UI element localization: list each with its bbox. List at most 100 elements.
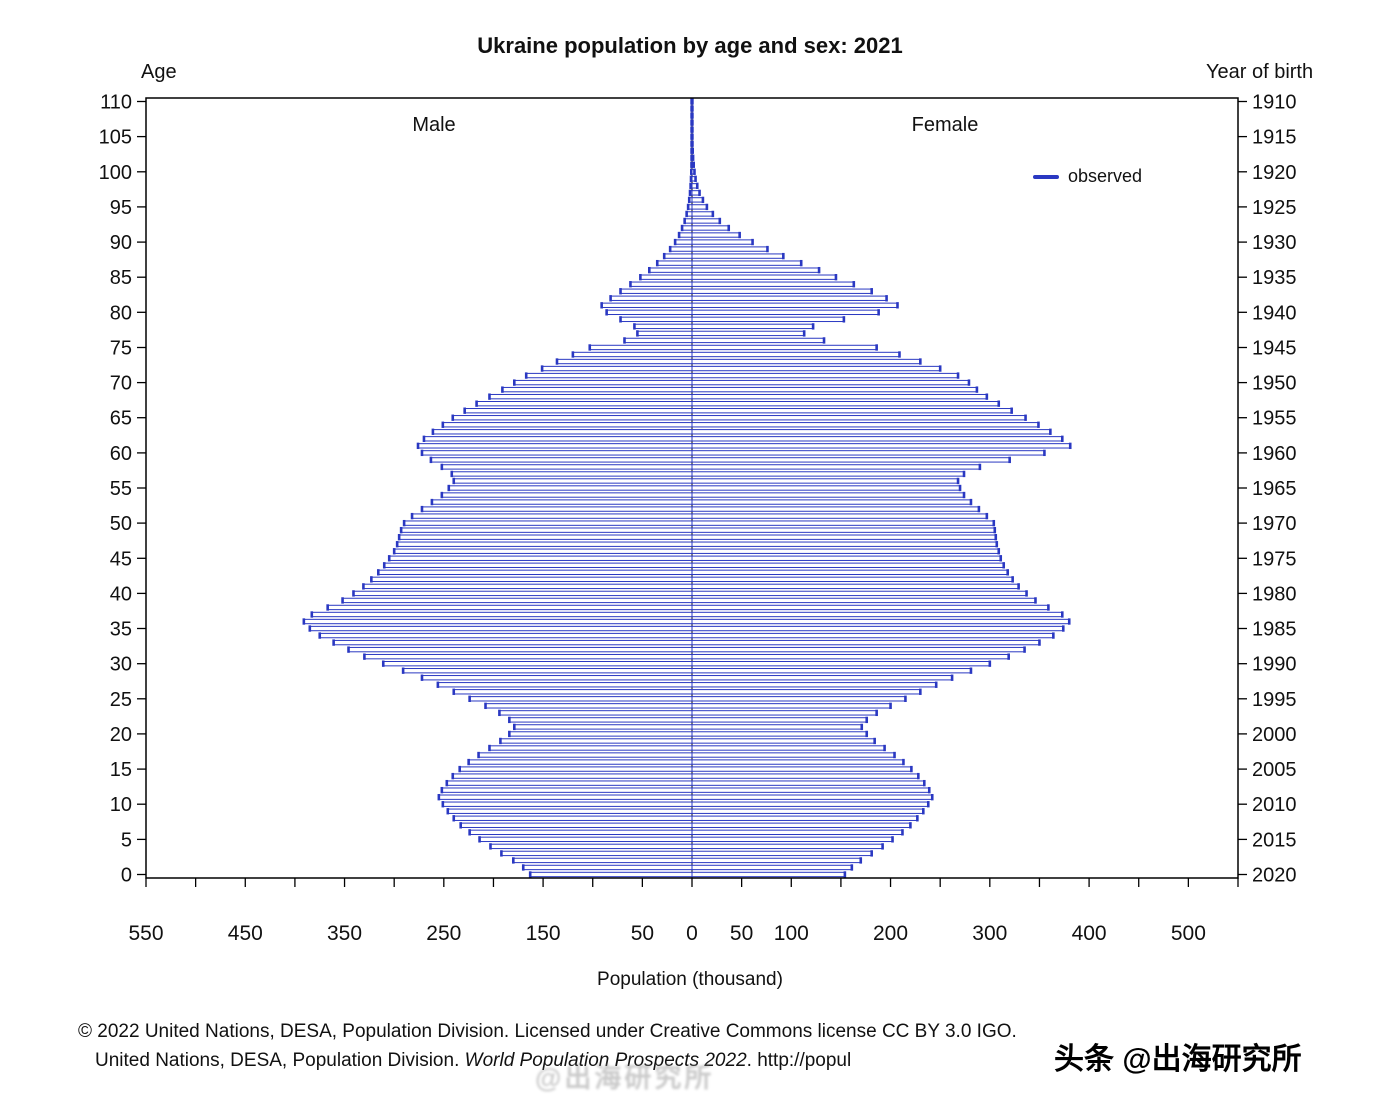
bar-male-age-46 (393, 548, 693, 554)
bar-female-age-79 (691, 316, 845, 323)
bar-male-age-76 (623, 337, 693, 344)
bar-female-age-3 (691, 850, 873, 857)
bar-male-age-74 (572, 351, 693, 358)
bar-male-age-19 (499, 738, 693, 744)
bar-female-age-58 (691, 464, 981, 470)
x-tick-label: 250 (426, 922, 461, 945)
bar-male-age-7 (460, 822, 693, 828)
bar-female-age-83 (691, 288, 873, 294)
age-tick-label: 75 (110, 338, 132, 360)
bar-female-age-77 (691, 330, 805, 337)
bar-male-age-11 (438, 794, 693, 800)
age-tick-label: 95 (110, 197, 132, 219)
bar-female-age-91 (691, 232, 741, 238)
bar-female-age-85 (691, 274, 837, 280)
bar-male-age-1 (522, 864, 693, 871)
bar-female-age-67 (691, 401, 1000, 407)
bar-male-age-18 (488, 745, 693, 751)
bar-male-age-85 (639, 274, 693, 280)
bar-female-age-38 (691, 604, 1049, 611)
bar-male-age-52 (421, 506, 693, 512)
bar-male-age-31 (363, 653, 693, 660)
bar-male-age-82 (610, 295, 693, 301)
bar-female-age-18 (691, 745, 886, 751)
bar-male-age-14 (452, 773, 693, 779)
bar-male-age-43 (377, 569, 693, 576)
bar-female-age-20 (691, 731, 868, 737)
bar-male-age-79 (620, 316, 693, 323)
bar-male-age-61 (417, 443, 693, 449)
bar-male-age-69 (501, 386, 693, 393)
year-tick-label: 2005 (1252, 759, 1297, 781)
bar-male-age-78 (633, 323, 693, 330)
bar-female-age-82 (691, 295, 888, 301)
bar-male-age-22 (508, 717, 693, 723)
age-tick-label: 85 (110, 267, 132, 289)
bar-female-age-44 (691, 562, 1005, 568)
bar-male-age-4 (489, 843, 693, 850)
bar-female-age-23 (691, 710, 878, 716)
bar-male-age-87 (656, 260, 693, 266)
bar-female-age-45 (691, 555, 1002, 561)
chart-title: Ukraine population by age and sex: 2021 (477, 33, 903, 58)
bar-female-age-56 (691, 478, 959, 484)
legend-observed-label: observed (1068, 166, 1143, 186)
bar-female-age-30 (691, 661, 991, 667)
bar-male-age-83 (620, 288, 693, 294)
bar-male-age-84 (629, 281, 693, 287)
age-tick-label: 30 (110, 654, 132, 676)
bar-male-age-58 (441, 464, 693, 470)
age-tick-label: 20 (110, 724, 132, 746)
copyright-line: © 2022 United Nations, DESA, Population … (78, 1021, 1017, 1042)
bar-female-age-69 (691, 386, 978, 393)
bar-male-age-62 (423, 436, 693, 442)
bar-male-age-21 (513, 724, 693, 730)
bar-male-age-80 (606, 309, 693, 316)
bar-female-age-41 (691, 583, 1020, 590)
bar-male-age-29 (402, 668, 693, 674)
bar-male-age-65 (452, 415, 693, 421)
bar-female-age-2 (691, 857, 862, 864)
bar-female-age-94 (691, 211, 714, 217)
bar-female-age-49 (691, 527, 996, 533)
age-tick-label: 110 (100, 92, 132, 114)
bar-male-age-51 (411, 513, 693, 519)
bar-female-age-47 (691, 541, 998, 547)
bar-female-age-26 (691, 689, 921, 695)
bar-female-age-15 (691, 766, 912, 772)
bar-male-age-92 (681, 225, 693, 231)
bar-male-age-86 (648, 267, 693, 273)
bar-male-age-25 (469, 696, 693, 702)
bar-female-age-84 (691, 281, 855, 287)
source-line: United Nations, DESA, Population Divisio… (95, 1050, 851, 1072)
bar-male-age-3 (500, 850, 693, 857)
bar-female-age-95 (691, 204, 708, 210)
bar-male-age-49 (400, 527, 693, 533)
bar-female-age-71 (691, 372, 959, 379)
bar-female-age-32 (691, 646, 1026, 653)
bar-male-age-9 (447, 808, 693, 814)
bar-male-age-60 (421, 450, 693, 456)
bar-female-age-64 (691, 422, 1039, 428)
age-tick-label: 55 (110, 478, 132, 500)
bar-female-age-89 (691, 246, 768, 252)
bar-male-age-10 (442, 801, 693, 807)
bar-male-age-15 (459, 766, 693, 772)
bar-male-age-13 (446, 780, 693, 786)
age-tick-label: 65 (110, 408, 132, 430)
bar-male-age-50 (403, 520, 693, 526)
year-tick-label: 1910 (1252, 92, 1297, 114)
bar-male-age-75 (589, 344, 693, 351)
bar-female-age-61 (691, 443, 1071, 449)
bar-female-age-19 (691, 738, 876, 744)
year-tick-label: 1925 (1252, 197, 1297, 219)
bar-female-age-40 (691, 590, 1028, 597)
bar-male-age-64 (442, 422, 693, 428)
bar-female-age-36 (691, 618, 1070, 625)
bar-female-age-86 (691, 267, 820, 273)
bar-female-age-35 (691, 625, 1064, 632)
age-axis-title: Age (141, 61, 177, 83)
bar-female-age-11 (691, 794, 933, 800)
bar-male-age-59 (430, 457, 693, 463)
bar-female-age-57 (691, 471, 965, 477)
